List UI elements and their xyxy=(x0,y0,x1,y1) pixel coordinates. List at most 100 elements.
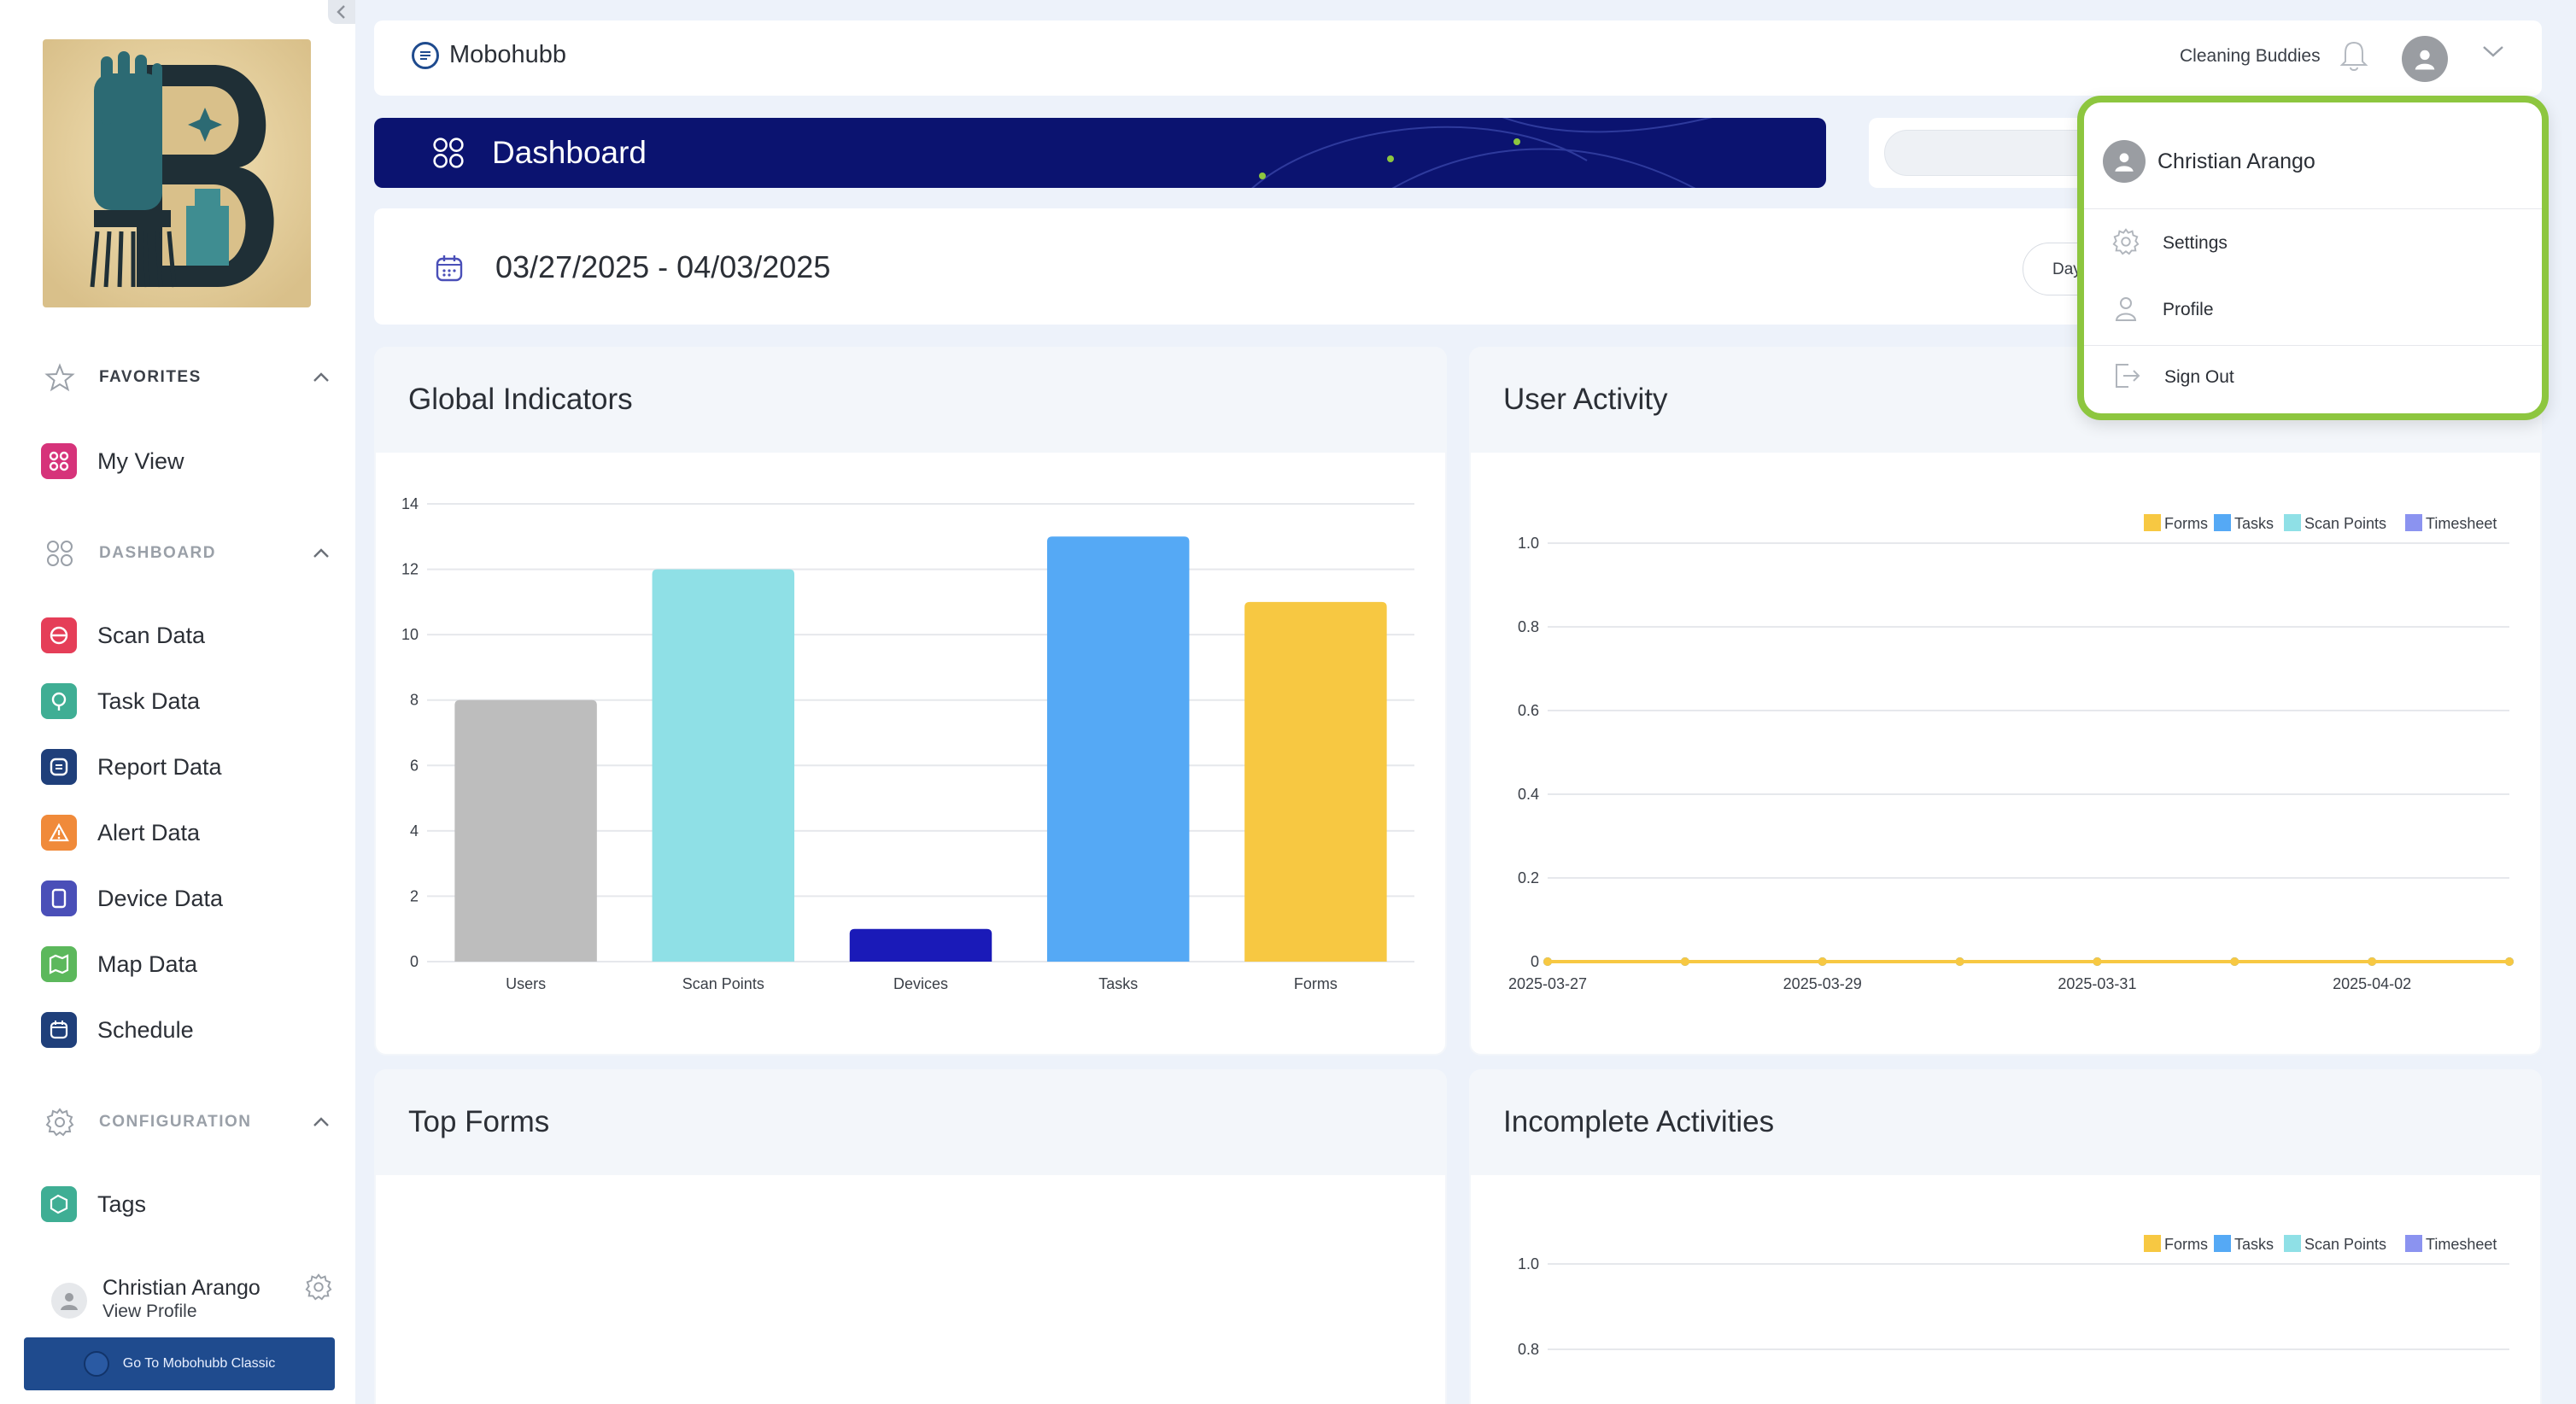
legend-swatch xyxy=(2144,1235,2161,1252)
sidebar-item-task-data[interactable]: Task Data xyxy=(41,681,331,722)
company-logo xyxy=(43,39,311,307)
card-title: User Activity xyxy=(1503,383,1668,416)
sidebar-item-scan-data[interactable]: Scan Data xyxy=(41,615,331,656)
data-point xyxy=(2230,957,2239,966)
sidebar-item-tags[interactable]: Tags xyxy=(41,1184,331,1225)
y-tick-label: 6 xyxy=(410,757,419,774)
chevron-down-icon[interactable] xyxy=(2482,44,2504,62)
alert-icon xyxy=(41,815,77,851)
sidebar-item-label: Device Data xyxy=(97,885,224,911)
configuration-section-label: CONFIGURATION xyxy=(99,1113,252,1131)
card-body: 0 0.2 0.4 0.6 0.8 1.0 2025-03-27 2025-03-29 2025… xyxy=(1471,453,2540,1054)
dropdown-user-header: Christian Arango xyxy=(2103,140,2315,183)
gear-icon xyxy=(43,1105,77,1139)
sidebar-item-report-data[interactable]: Report Data xyxy=(41,746,331,787)
scan-icon xyxy=(41,617,77,653)
y-tick-label: 8 xyxy=(410,692,419,709)
y-tick-label: 0.8 xyxy=(1518,1341,1539,1358)
configuration-section-header[interactable]: CONFIGURATION xyxy=(43,1103,333,1141)
y-tick-label: 0 xyxy=(410,953,419,970)
go-to-classic-label: Go To Mobohubb Classic xyxy=(122,1356,276,1371)
sidebar-item-label: Tags xyxy=(97,1190,147,1217)
person-icon xyxy=(61,1293,78,1310)
sidebar-item-label: Schedule xyxy=(97,1016,194,1043)
divider xyxy=(2084,208,2542,209)
dashboard-section-header[interactable]: DASHBOARD xyxy=(43,535,333,572)
y-tick-label: 1.0 xyxy=(1518,1255,1539,1272)
search-card xyxy=(1869,118,2108,188)
menu-item-label: Profile xyxy=(2163,300,2214,319)
favorites-section-header[interactable]: FAVORITES xyxy=(43,359,333,396)
sidebar-user[interactable]: Christian Arango View Profile xyxy=(51,1272,333,1324)
sidebar-item-label: Map Data xyxy=(97,951,198,977)
card-title: Global Indicators xyxy=(408,383,633,416)
sidebar-item-alert-data[interactable]: Alert Data xyxy=(41,812,331,853)
data-point xyxy=(2093,957,2102,966)
pin-icon xyxy=(41,683,77,719)
legend-label: Scan Points xyxy=(2304,1236,2386,1253)
dashboard-section-label: DASHBOARD xyxy=(99,544,216,562)
data-point xyxy=(2368,957,2377,966)
sidebar-item-my-view[interactable]: My View xyxy=(41,441,331,482)
chevron-up-icon[interactable] xyxy=(309,541,333,565)
brand-name: Mobohubb xyxy=(449,41,567,68)
legend-label: Timesheet xyxy=(2426,515,2497,532)
grid-icon xyxy=(41,443,77,479)
report-icon xyxy=(41,749,77,785)
bar xyxy=(849,928,992,962)
person-icon xyxy=(2415,50,2435,70)
x-tick-label: 2025-03-31 xyxy=(2058,975,2136,992)
card-title: Incomplete Activities xyxy=(1503,1105,1775,1138)
bell-icon[interactable] xyxy=(2339,39,2369,78)
sidebar-item-label: Task Data xyxy=(97,687,201,714)
menu-item-profile[interactable]: Profile xyxy=(2111,289,2521,331)
chevron-left-icon xyxy=(337,5,345,19)
legend-label: Timesheet xyxy=(2426,1236,2497,1253)
chevron-up-icon[interactable] xyxy=(309,1110,333,1134)
brand[interactable]: Mobohubb xyxy=(412,41,566,69)
y-tick-label: 4 xyxy=(410,822,419,839)
top-forms-card: Top Forms xyxy=(374,1069,1447,1404)
y-tick-label: 0 xyxy=(1531,953,1539,970)
x-tick-label: 2025-04-02 xyxy=(2333,975,2411,992)
person-icon xyxy=(2115,153,2134,172)
sidebar: FAVORITES My View DASHBOARD Scan Data Ta… xyxy=(0,0,355,1404)
legend-label: Tasks xyxy=(2234,1236,2274,1253)
global-indicators-chart: 0 2 4 6 8 10 12 14 Users Scan Points Devices Tasks F… xyxy=(401,495,1414,992)
go-to-classic-button[interactable]: Go To Mobohubb Classic xyxy=(24,1337,335,1390)
sidebar-item-schedule[interactable]: Schedule xyxy=(41,1009,331,1050)
user-avatar-button[interactable] xyxy=(2402,36,2448,82)
x-tick-label: 2025-03-27 xyxy=(1508,975,1587,992)
grid-icon xyxy=(43,536,77,570)
menu-item-sign-out[interactable]: Sign Out xyxy=(2111,356,2521,399)
sidebar-item-device-data[interactable]: Device Data xyxy=(41,878,331,919)
data-point xyxy=(1680,957,1689,966)
dropdown-user-name: Christian Arango xyxy=(2157,149,2315,173)
map-icon xyxy=(41,946,77,982)
y-tick-label: 12 xyxy=(401,561,419,578)
legend-swatch xyxy=(2284,514,2301,531)
divider xyxy=(2084,345,2542,346)
user-activity-chart: 0 0.2 0.4 0.6 0.8 1.0 2025-03-27 2025-03-29 2025… xyxy=(1508,514,2514,992)
x-tick-label: Tasks xyxy=(1098,975,1138,992)
data-point xyxy=(2505,957,2514,966)
data-point xyxy=(1543,957,1552,966)
sidebar-item-label: Scan Data xyxy=(97,622,206,648)
y-tick-label: 10 xyxy=(401,626,419,643)
chevron-up-icon[interactable] xyxy=(309,366,333,389)
gear-icon xyxy=(2111,227,2140,260)
search-input[interactable] xyxy=(1884,130,2106,176)
calendar-icon[interactable] xyxy=(434,253,465,288)
card-body: 1.0 0.8 Forms Tasks Scan Points Timesheet xyxy=(1471,1175,2540,1404)
view-profile-link[interactable]: View Profile xyxy=(102,1302,197,1321)
date-range-text[interactable]: 03/27/2025 - 04/03/2025 xyxy=(495,249,831,284)
global-indicators-card: Global Indicators 0 2 4 6 8 10 12 14 Users Scan P… xyxy=(374,347,1447,1056)
sidebar-item-map-data[interactable]: Map Data xyxy=(41,944,331,985)
bar xyxy=(652,569,795,962)
collapse-sidebar-button[interactable] xyxy=(328,0,355,24)
calendar-icon xyxy=(41,1012,77,1048)
user-settings-gear-icon[interactable] xyxy=(304,1272,333,1306)
dashboard-banner: Dashboard xyxy=(374,118,1826,188)
person-icon xyxy=(2111,294,2140,327)
menu-item-settings[interactable]: Settings xyxy=(2111,222,2521,265)
